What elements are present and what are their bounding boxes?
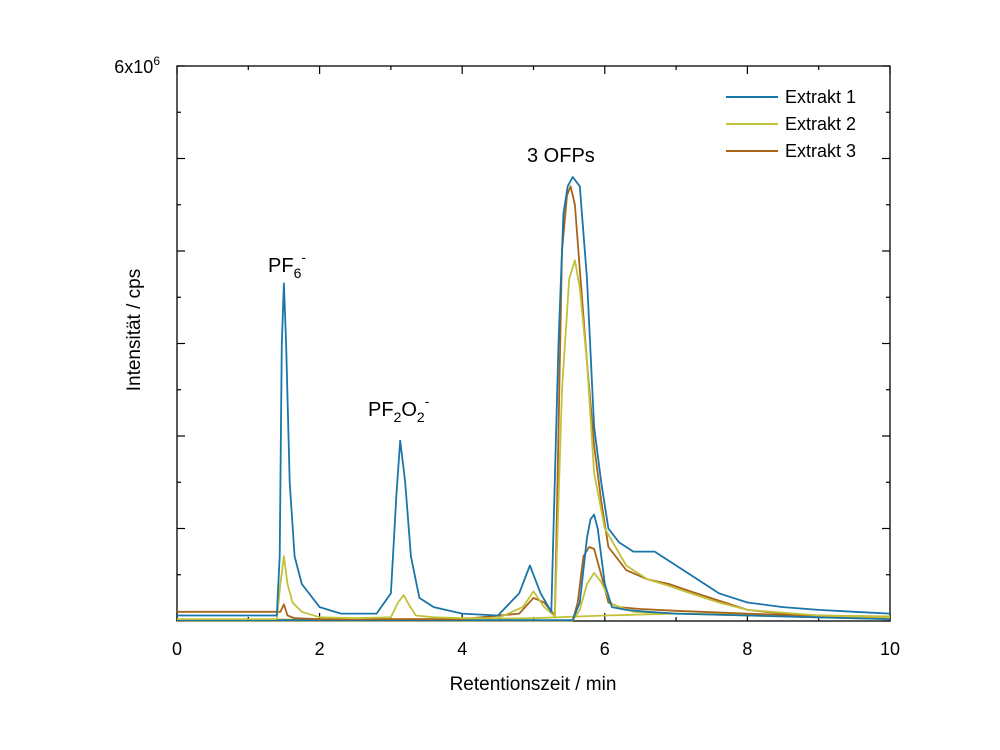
x-axis: 0 2 4 6 8 10 xyxy=(172,66,900,659)
series-line-extrakt-3 xyxy=(177,185,891,620)
x-axis-title: Retentionszeit / min xyxy=(450,674,617,695)
y-axis xyxy=(177,65,890,622)
annotation-pf2o2: PF2O2- xyxy=(368,393,430,425)
x-tick-label: 8 xyxy=(742,639,752,659)
x-tick-label: 10 xyxy=(880,639,900,659)
x-tick-label: 2 xyxy=(315,639,325,659)
x-tick-label: 4 xyxy=(457,639,467,659)
series-line-extrakt-1 xyxy=(177,176,891,617)
legend-label: Extrakt 1 xyxy=(785,87,856,107)
series-line-trace-4 xyxy=(177,513,891,621)
y-axis-title: Intensität / cps xyxy=(124,269,145,392)
legend-label: Extrakt 2 xyxy=(785,114,856,134)
x-tick-label: 6 xyxy=(600,639,610,659)
y-tick-label-max: 6x106 xyxy=(114,54,160,77)
series-group xyxy=(176,176,891,622)
series-line-extrakt-2 xyxy=(177,259,891,620)
legend: Extrakt 1 Extrakt 2 Extrakt 3 xyxy=(726,87,856,161)
annotation-pf6: PF6- xyxy=(268,249,306,281)
x-tick-label: 0 xyxy=(172,639,182,659)
annotation-ofps: 3 OFPs xyxy=(527,145,595,167)
legend-label: Extrakt 3 xyxy=(785,141,856,161)
